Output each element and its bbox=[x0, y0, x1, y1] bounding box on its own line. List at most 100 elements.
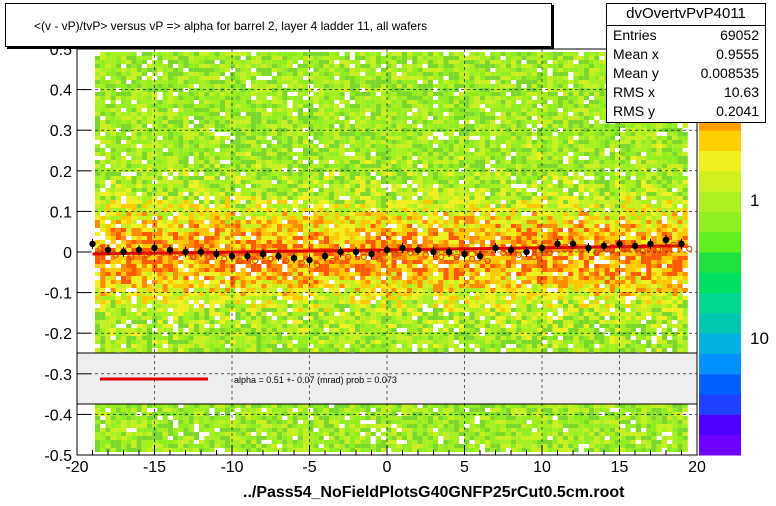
heatmap-cell bbox=[173, 336, 179, 340]
heatmap-cell bbox=[162, 156, 168, 160]
heatmap-cell bbox=[162, 192, 168, 196]
heatmap-cell bbox=[209, 428, 215, 432]
heatmap-cell bbox=[308, 240, 314, 244]
heatmap-cell bbox=[360, 256, 366, 260]
heatmap-cell bbox=[339, 164, 345, 168]
heatmap-cell bbox=[375, 244, 381, 248]
heatmap-cell bbox=[355, 76, 361, 80]
heatmap-cell bbox=[240, 132, 246, 136]
heatmap-cell bbox=[141, 92, 147, 96]
heatmap-cell bbox=[360, 120, 366, 124]
heatmap-cell bbox=[235, 436, 241, 440]
heatmap-cell bbox=[271, 420, 277, 424]
heatmap-cell bbox=[396, 56, 402, 60]
heatmap-cell bbox=[100, 316, 106, 320]
heatmap-cell bbox=[110, 288, 116, 292]
heatmap-cell bbox=[183, 164, 189, 168]
heatmap-cell bbox=[323, 156, 329, 160]
heatmap-cell bbox=[204, 448, 210, 452]
heatmap-cell bbox=[147, 100, 153, 104]
heatmap-cell bbox=[173, 56, 179, 60]
heatmap-cell bbox=[360, 128, 366, 132]
heatmap-cell bbox=[188, 344, 194, 348]
heatmap-cell bbox=[100, 76, 106, 80]
heatmap-cell bbox=[329, 84, 335, 88]
heatmap-cell bbox=[271, 324, 277, 328]
heatmap-cell bbox=[115, 280, 121, 284]
heatmap-cell bbox=[157, 228, 163, 232]
heatmap-cell bbox=[329, 252, 335, 256]
heatmap-cell bbox=[230, 428, 236, 432]
heatmap-cell bbox=[386, 404, 392, 408]
heatmap-cell bbox=[287, 192, 293, 196]
heatmap-cell bbox=[365, 344, 371, 348]
heatmap-cell bbox=[110, 316, 116, 320]
heatmap-cell bbox=[339, 136, 345, 140]
heatmap-cell bbox=[115, 136, 121, 140]
heatmap-cell bbox=[355, 144, 361, 148]
heatmap-cell bbox=[329, 340, 335, 344]
heatmap-cell bbox=[292, 164, 298, 168]
heatmap-cell bbox=[287, 252, 293, 256]
heatmap-cell bbox=[323, 144, 329, 148]
heatmap-cell bbox=[375, 72, 381, 76]
heatmap-cell bbox=[115, 288, 121, 292]
heatmap-cell bbox=[193, 308, 199, 312]
heatmap-cell bbox=[141, 220, 147, 224]
heatmap-cell bbox=[188, 244, 194, 248]
heatmap-cell bbox=[303, 132, 309, 136]
heatmap-cell bbox=[136, 276, 142, 280]
heatmap-cell bbox=[277, 188, 283, 192]
heatmap-cell bbox=[157, 112, 163, 116]
heatmap-cell bbox=[178, 444, 184, 448]
heatmap-cell bbox=[381, 72, 387, 76]
heatmap-cell bbox=[334, 156, 340, 160]
heatmap-cell bbox=[401, 404, 407, 408]
heatmap-cell bbox=[126, 128, 132, 132]
heatmap-cell bbox=[396, 268, 402, 272]
heatmap-cell bbox=[199, 312, 205, 316]
heatmap-cell bbox=[401, 200, 407, 204]
heatmap-cell bbox=[297, 180, 303, 184]
heatmap-cell bbox=[391, 220, 397, 224]
heatmap-cell bbox=[240, 88, 246, 92]
heatmap-cell bbox=[219, 212, 225, 216]
heatmap-cell bbox=[204, 408, 210, 412]
heatmap-cell bbox=[209, 444, 215, 448]
heatmap-cell bbox=[303, 280, 309, 284]
heatmap-cell bbox=[318, 132, 324, 136]
heatmap-cell bbox=[339, 212, 345, 216]
heatmap-cell bbox=[323, 324, 329, 328]
heatmap-cell bbox=[188, 232, 194, 236]
heatmap-cell bbox=[261, 220, 267, 224]
heatmap-cell bbox=[308, 440, 314, 444]
heatmap-cell bbox=[235, 76, 241, 80]
heatmap-cell bbox=[126, 52, 132, 56]
heatmap-cell bbox=[245, 236, 251, 240]
heatmap-cell bbox=[297, 280, 303, 284]
heatmap-cell bbox=[235, 220, 241, 224]
heatmap-cell bbox=[266, 168, 272, 172]
heatmap-cell bbox=[256, 224, 262, 228]
heatmap-cell bbox=[219, 84, 225, 88]
heatmap-cell bbox=[401, 80, 407, 84]
heatmap-cell bbox=[110, 120, 116, 124]
heatmap-cell bbox=[391, 188, 397, 192]
heatmap-cell bbox=[136, 92, 142, 96]
heatmap-cell bbox=[329, 332, 335, 336]
heatmap-cell bbox=[225, 436, 231, 440]
heatmap-cell bbox=[100, 88, 106, 92]
heatmap-cell bbox=[235, 88, 241, 92]
heatmap-cell bbox=[407, 344, 413, 348]
heatmap-cell bbox=[334, 436, 340, 440]
heatmap-cell bbox=[219, 336, 225, 340]
heatmap-cell bbox=[110, 80, 116, 84]
heatmap-cell bbox=[349, 284, 355, 288]
heatmap-cell bbox=[188, 280, 194, 284]
heatmap-cell bbox=[303, 124, 309, 128]
heatmap-cell bbox=[401, 332, 407, 336]
heatmap-cell bbox=[193, 412, 199, 416]
heatmap-cell bbox=[95, 148, 101, 152]
heatmap-cell bbox=[344, 284, 350, 288]
heatmap-cell bbox=[251, 332, 257, 336]
